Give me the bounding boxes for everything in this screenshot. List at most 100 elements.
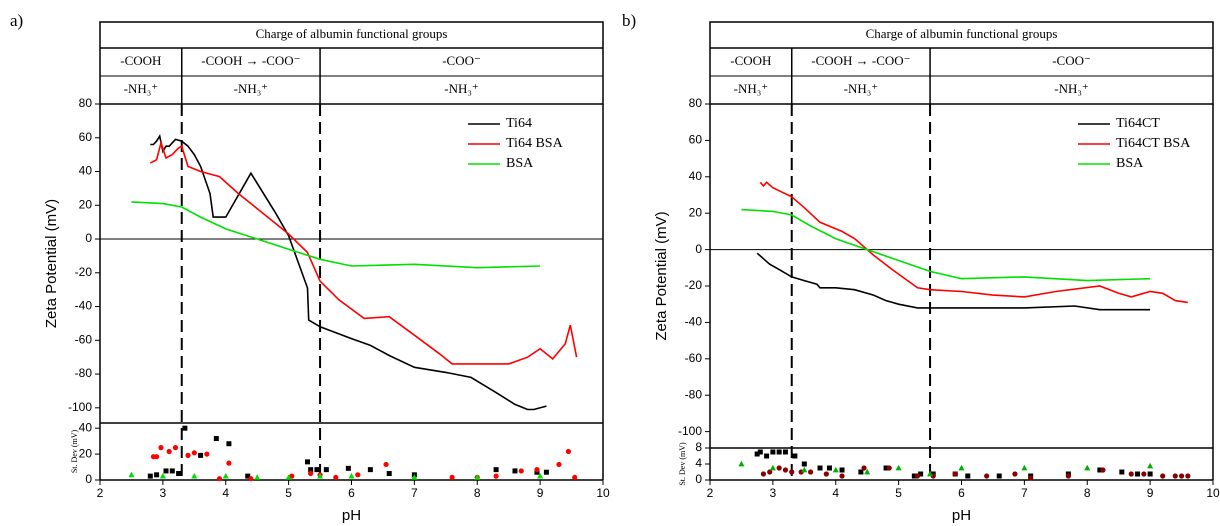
sd-point (128, 471, 135, 478)
y-tick-label: -100 (678, 424, 702, 438)
sd-point (792, 453, 798, 459)
sd-point (767, 469, 773, 475)
sd-point (222, 472, 229, 479)
header-table (709, 21, 1214, 105)
header-cell: -NH₃⁺ (444, 81, 479, 96)
sd-y-tick-label: 0 (85, 472, 92, 486)
legend-label: Ti64CT (1116, 116, 1160, 131)
header-cell: -NH₃⁺ (1054, 81, 1089, 96)
sd-point (543, 469, 549, 475)
sd-point (355, 472, 361, 478)
x-tick-label: 2 (97, 486, 104, 500)
x-tick-label: 6 (958, 486, 965, 500)
header-table (99, 21, 604, 105)
sd-point (952, 471, 958, 477)
sd-point (839, 467, 845, 473)
y-tick-label: 40 (689, 169, 703, 183)
x-tick-label: 10 (1206, 486, 1220, 500)
y-tick-label: -60 (685, 351, 703, 365)
sd-point (147, 473, 153, 479)
sd-point (248, 476, 254, 482)
sd-point (1128, 471, 1134, 477)
header-cell: -COOH → -COO⁻ (811, 53, 910, 68)
sd-point (245, 473, 251, 479)
header-cell: -COO⁻ (442, 53, 481, 68)
x-tick-label: 6 (348, 486, 355, 500)
x-axis-label: pH (342, 507, 361, 524)
sd-point (216, 476, 223, 482)
y-tick-label: -100 (68, 400, 92, 414)
sd-point (886, 465, 892, 471)
sd-axis-label: St. Dev (mV) (70, 430, 79, 474)
sd-point (801, 461, 807, 467)
panel-label: a) (10, 11, 23, 30)
legend-label: Ti64CT BSA (1116, 136, 1191, 151)
sd-point (883, 465, 889, 471)
sd-point (345, 465, 351, 471)
y-tick-label: 60 (689, 133, 703, 147)
sd-point (226, 441, 232, 447)
series-line (150, 133, 547, 411)
x-tick-label: 8 (1084, 486, 1091, 500)
sd-point (817, 465, 823, 471)
header-cell: -COOH (120, 53, 161, 68)
sd-y-tick-label: 0 (695, 472, 702, 486)
x-tick-label: 9 (537, 486, 544, 500)
y-axis-label: Zeta Potential (mV) (653, 211, 670, 340)
y-tick-label: 0 (85, 231, 92, 245)
sd-point (565, 448, 572, 455)
sd-point (289, 473, 295, 479)
x-tick-label: 10 (596, 486, 610, 500)
sd-point (153, 454, 160, 460)
sd-point (1160, 473, 1166, 479)
sd-point (182, 425, 188, 431)
y-tick-label: 80 (689, 96, 703, 110)
series-line (759, 181, 1188, 304)
sd-point (333, 474, 339, 481)
sd-point (808, 469, 814, 475)
sd-point (1100, 467, 1106, 473)
sd-point (1172, 473, 1178, 479)
y-tick-label: 20 (689, 205, 703, 219)
sd-point (1065, 473, 1071, 479)
sd-point (172, 445, 179, 451)
x-tick-label: 7 (411, 486, 418, 500)
sd-point (965, 473, 971, 479)
sd-point (158, 445, 164, 451)
sd-point (411, 474, 418, 480)
y-tick-label: 60 (79, 130, 93, 144)
series-line (131, 201, 541, 269)
x-tick-label: 4 (832, 486, 839, 500)
sd-point (1178, 473, 1185, 479)
sd-point (449, 474, 455, 481)
sd-point (556, 461, 562, 468)
sd-point (191, 472, 198, 479)
sd-point (176, 471, 182, 477)
header-cell: -COOH → -COO⁻ (201, 53, 300, 68)
header-cell: -NH₃⁺ (734, 81, 769, 96)
sd-point (1028, 475, 1034, 481)
y-tick-label: 80 (79, 96, 93, 110)
sd-point (858, 469, 864, 475)
sd-point (1185, 473, 1191, 479)
x-tick-label: 2 (707, 486, 714, 500)
sd-point (757, 449, 763, 455)
sd-point (776, 465, 782, 471)
sd-point (1084, 464, 1091, 471)
legend-label: Ti64 (506, 116, 532, 131)
x-axis-label: pH (952, 507, 971, 524)
sd-point (769, 464, 776, 471)
sd-point (801, 466, 808, 473)
series-line (756, 252, 1151, 311)
sd-y-tick-label: 8 (695, 440, 702, 454)
sd-point (927, 470, 934, 477)
header-cell: -NH₃⁺ (124, 81, 159, 96)
sd-point (1147, 462, 1154, 469)
sd-point (895, 464, 902, 471)
x-tick-label: 3 (160, 486, 167, 500)
sd-point (323, 467, 329, 473)
y-tick-label: 40 (79, 164, 93, 178)
y-tick-label: 0 (695, 242, 702, 256)
sd-point (198, 452, 204, 458)
